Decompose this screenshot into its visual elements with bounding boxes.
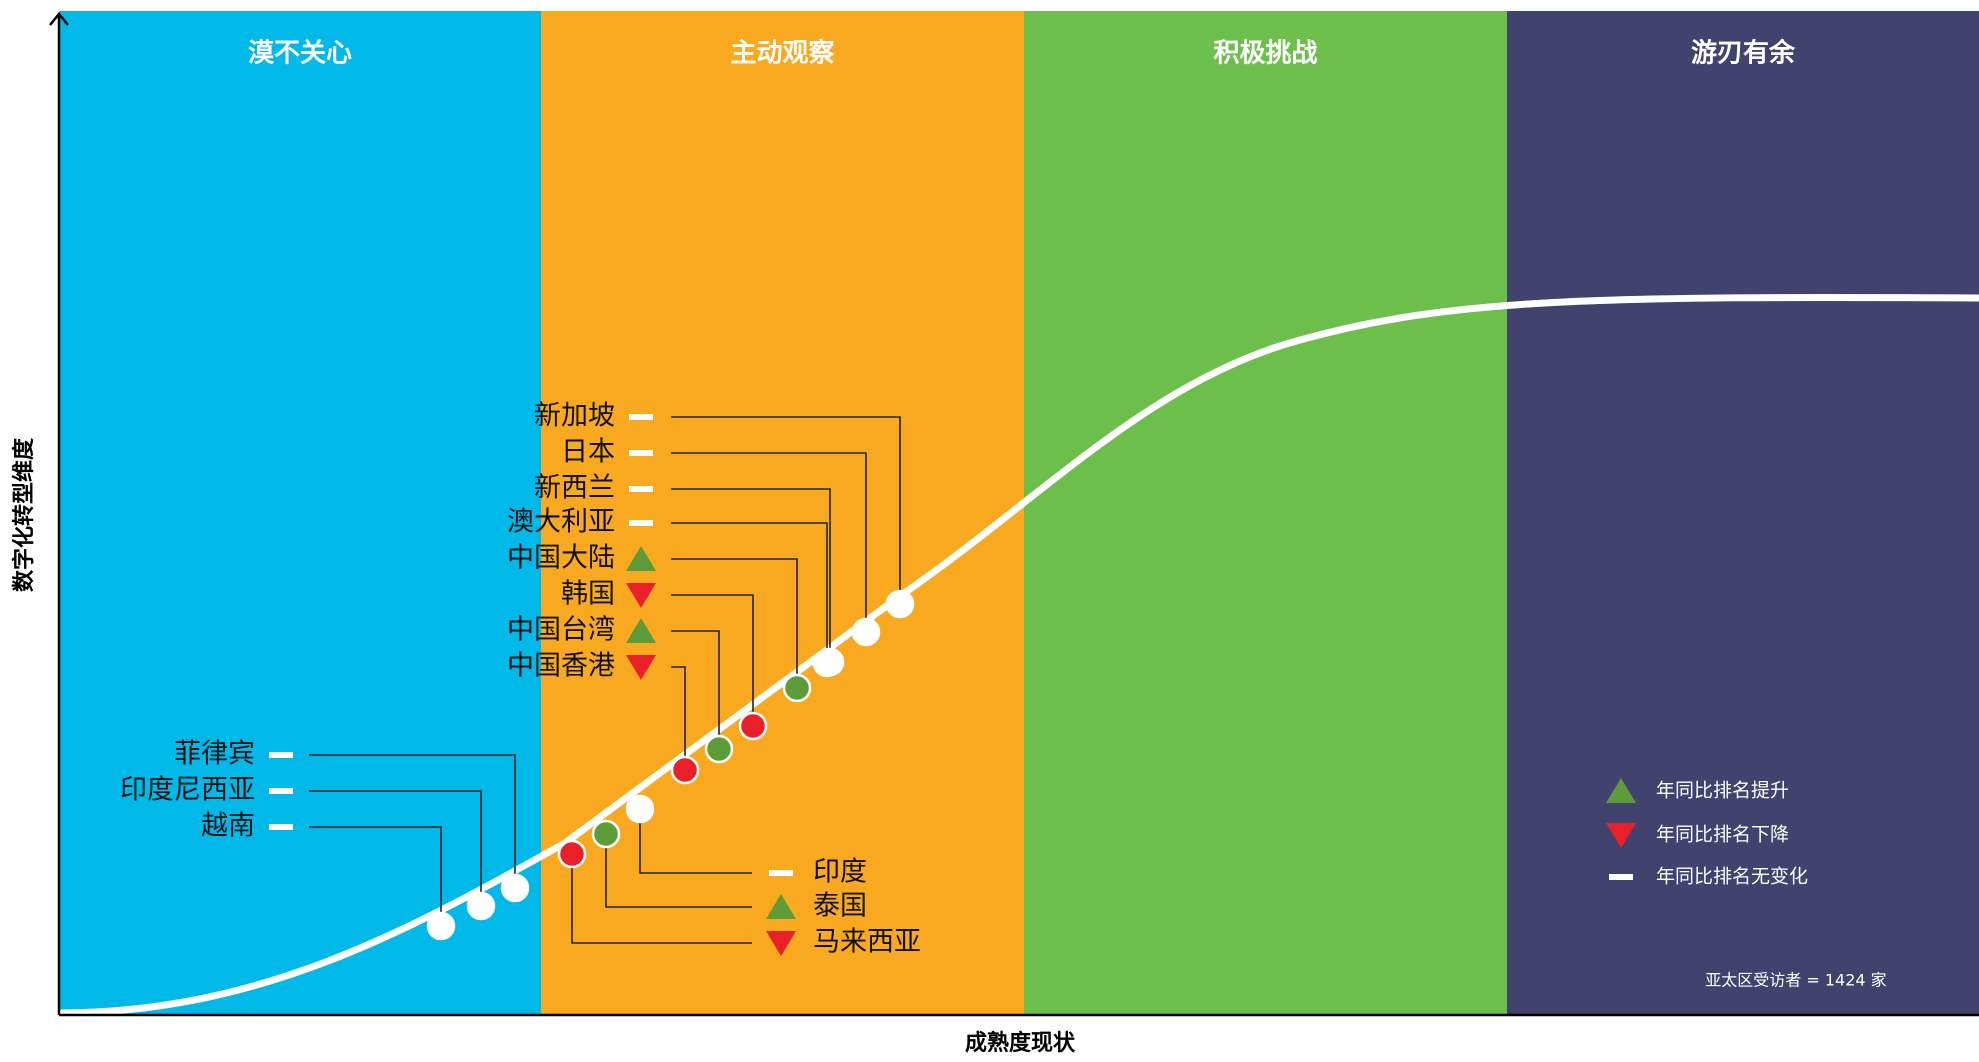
rank-change-up-icon — [626, 618, 656, 643]
legend-same-icon — [1609, 874, 1633, 880]
zone-band-1 — [59, 11, 541, 1015]
country-label: 韩国 — [561, 579, 615, 610]
country-label: 中国大陆 — [507, 543, 615, 574]
country-label: 越南 — [201, 811, 255, 842]
zone-title: 主动观察 — [730, 39, 835, 69]
leader-line — [671, 666, 686, 770]
rank-change-same-icon — [769, 870, 793, 876]
rank-change-down-icon — [626, 583, 656, 608]
zone-band-3 — [1024, 11, 1507, 1015]
country-label: 日本 — [561, 437, 615, 468]
leader-line — [671, 522, 828, 663]
country-label: 印度 — [813, 857, 867, 888]
leader-line — [639, 809, 752, 874]
country-label: 菲律宾 — [174, 739, 255, 770]
zone-title: 积极挑战 — [1213, 39, 1317, 69]
leader-line — [671, 594, 754, 726]
maturity-curve — [55, 293, 1979, 1017]
country-label: 新加坡 — [534, 401, 615, 432]
rank-change-same-icon — [629, 450, 653, 456]
legend-down-icon — [1606, 823, 1636, 848]
zone-band-2 — [541, 11, 1024, 1015]
rank-change-down-icon — [766, 931, 796, 956]
country-point[interactable] — [670, 755, 700, 785]
country-label: 澳大利亚 — [507, 507, 615, 538]
y-axis-arrow-icon — [49, 12, 69, 26]
country-point[interactable] — [500, 873, 530, 903]
leader-line — [671, 558, 798, 688]
sample-size-note: 亚太区受访者 = 1424 家 — [1705, 971, 1886, 990]
rank-change-up-icon — [626, 546, 656, 571]
country-point[interactable] — [851, 617, 881, 647]
country-label: 泰国 — [813, 891, 867, 922]
country-label: 马来西亚 — [813, 927, 921, 958]
country-point[interactable] — [426, 911, 456, 941]
leader-line — [309, 826, 442, 926]
country-point[interactable] — [782, 673, 812, 703]
rank-change-same-icon — [269, 824, 293, 830]
leader-line — [309, 790, 482, 906]
rank-change-same-icon — [269, 752, 293, 758]
country-label: 印度尼西亚 — [120, 775, 255, 806]
legend-up-icon — [1606, 778, 1636, 803]
leader-line — [671, 416, 901, 604]
rank-change-same-icon — [269, 788, 293, 794]
country-label: 新西兰 — [534, 473, 615, 504]
leader-line — [671, 488, 831, 662]
country-point[interactable] — [466, 891, 496, 921]
rank-change-same-icon — [629, 520, 653, 526]
zone-title: 漠不关心 — [248, 39, 352, 69]
legend-label: 年同比排名提升 — [1656, 780, 1789, 802]
country-point[interactable] — [704, 734, 734, 764]
country-label: 中国台湾 — [507, 615, 615, 646]
rank-change-same-icon — [629, 486, 653, 492]
rank-change-same-icon — [629, 414, 653, 420]
leader-line — [605, 834, 752, 908]
country-point[interactable] — [815, 647, 845, 677]
rank-change-down-icon — [626, 655, 656, 680]
zone-band-4 — [1507, 11, 1979, 1015]
country-point[interactable] — [591, 819, 621, 849]
legend-label: 年同比排名无变化 — [1656, 866, 1808, 888]
country-point[interactable] — [738, 711, 768, 741]
country-point[interactable] — [625, 794, 655, 824]
country-point[interactable] — [885, 589, 915, 619]
country-point[interactable] — [557, 839, 587, 869]
legend-label: 年同比排名下降 — [1656, 824, 1789, 846]
leader-line — [671, 630, 720, 749]
leader-line — [309, 754, 516, 888]
zone-title: 游刃有余 — [1691, 38, 1796, 69]
y-axis-label: 数字化转型维度 — [11, 437, 37, 592]
rank-change-up-icon — [766, 894, 796, 919]
x-axis-label: 成熟度现状 — [965, 1030, 1076, 1056]
country-label: 中国香港 — [507, 651, 615, 682]
leader-line — [671, 452, 867, 632]
leader-line — [571, 854, 752, 944]
